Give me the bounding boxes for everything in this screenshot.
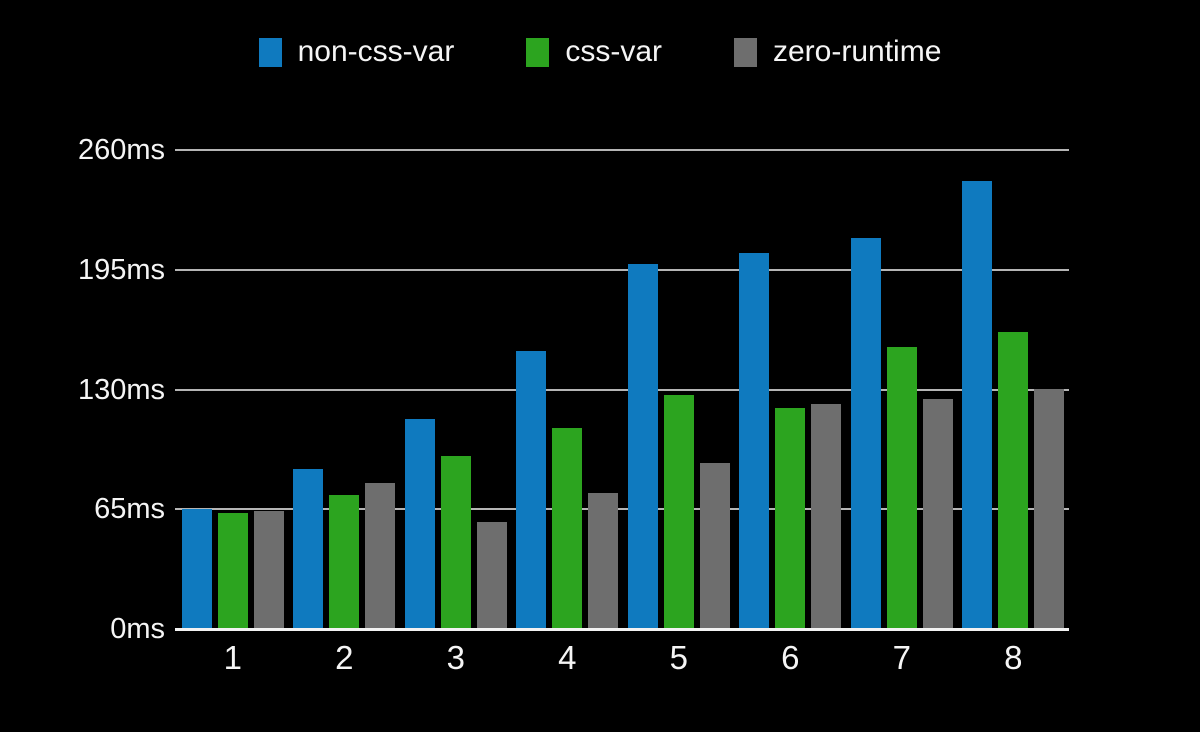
bar-non-css-var-2: [293, 469, 324, 629]
legend-item-css-var: css-var: [526, 36, 662, 68]
y-tick-label-65: 65ms: [94, 493, 165, 526]
y-tick-label-0: 0ms: [110, 613, 165, 645]
x-tick-label-2: 2: [335, 639, 354, 676]
bar-css-var-5: [663, 395, 694, 629]
legend-label-css-var: css-var: [565, 35, 662, 68]
y-tick-label-130: 130ms: [77, 373, 165, 406]
bar-group-8: [958, 150, 1070, 629]
y-axis-labels: 0ms 65ms 130ms 195ms 260ms: [0, 134, 165, 645]
bar-css-var-4: [552, 428, 583, 629]
x-tick-label-5: 5: [669, 639, 688, 676]
gridline-65: [175, 508, 1069, 511]
bars-row: [177, 150, 1069, 629]
plot-area: [175, 149, 1069, 631]
x-tick-label-8: 8: [1004, 639, 1023, 676]
bar-zero-runtime-8: [1034, 389, 1065, 629]
x-tick-label-4: 4: [558, 639, 577, 676]
x-axis-line: [175, 628, 1069, 631]
bar-css-var-3: [440, 456, 471, 629]
bar-zero-runtime-7: [922, 399, 953, 629]
legend-label-non-css-var: non-css-var: [297, 35, 455, 68]
bar-zero-runtime-5: [699, 463, 730, 629]
x-tick-label-1: 1: [223, 639, 242, 676]
bar-css-var-7: [886, 347, 917, 629]
legend-item-non-css-var: non-css-var: [258, 35, 455, 68]
bar-group-7: [846, 150, 958, 629]
bar-zero-runtime-3: [476, 522, 507, 629]
x-tick-label-6: 6: [781, 639, 800, 676]
bar-non-css-var-6: [739, 253, 770, 629]
legend-swatch-zero-runtime: [734, 37, 757, 67]
legend-swatch-css-var: [526, 37, 550, 67]
legend: non-css-var css-var zero-runtime: [0, 36, 1200, 68]
bar-group-3: [400, 150, 512, 629]
bar-css-var-2: [329, 495, 360, 629]
bar-zero-runtime-1: [253, 511, 284, 629]
bar-non-css-var-8: [962, 181, 993, 629]
x-tick-label-7: 7: [892, 639, 911, 676]
bar-zero-runtime-2: [365, 483, 396, 629]
bar-group-2: [289, 150, 401, 629]
y-tick-label-260: 260ms: [77, 134, 165, 166]
x-tick-label-3: 3: [446, 639, 465, 676]
gridline-260: [175, 149, 1069, 151]
bar-non-css-var-5: [627, 264, 658, 629]
bar-css-var-8: [998, 332, 1029, 629]
legend-label-zero-runtime: zero-runtime: [773, 35, 942, 68]
gridline-130: [175, 388, 1069, 391]
bar-group-6: [735, 150, 847, 629]
gridline-195: [175, 268, 1069, 271]
bar-non-css-var-3: [404, 419, 435, 629]
bar-non-css-var-1: [181, 509, 212, 629]
bar-group-5: [623, 150, 735, 629]
legend-item-zero-runtime: zero-runtime: [734, 36, 941, 68]
bar-non-css-var-7: [850, 238, 881, 629]
bar-zero-runtime-4: [588, 493, 619, 629]
bar-non-css-var-4: [516, 351, 547, 629]
bar-zero-runtime-6: [811, 404, 842, 629]
y-tick-label-195: 195ms: [77, 253, 165, 286]
bar-css-var-6: [775, 408, 806, 629]
bar-group-4: [512, 150, 624, 629]
bar-css-var-1: [217, 513, 248, 629]
x-axis-labels: 1 2 3 4 5 6 7 8: [177, 640, 1069, 676]
legend-swatch-non-css-var: [258, 37, 282, 67]
bar-group-1: [177, 150, 289, 629]
